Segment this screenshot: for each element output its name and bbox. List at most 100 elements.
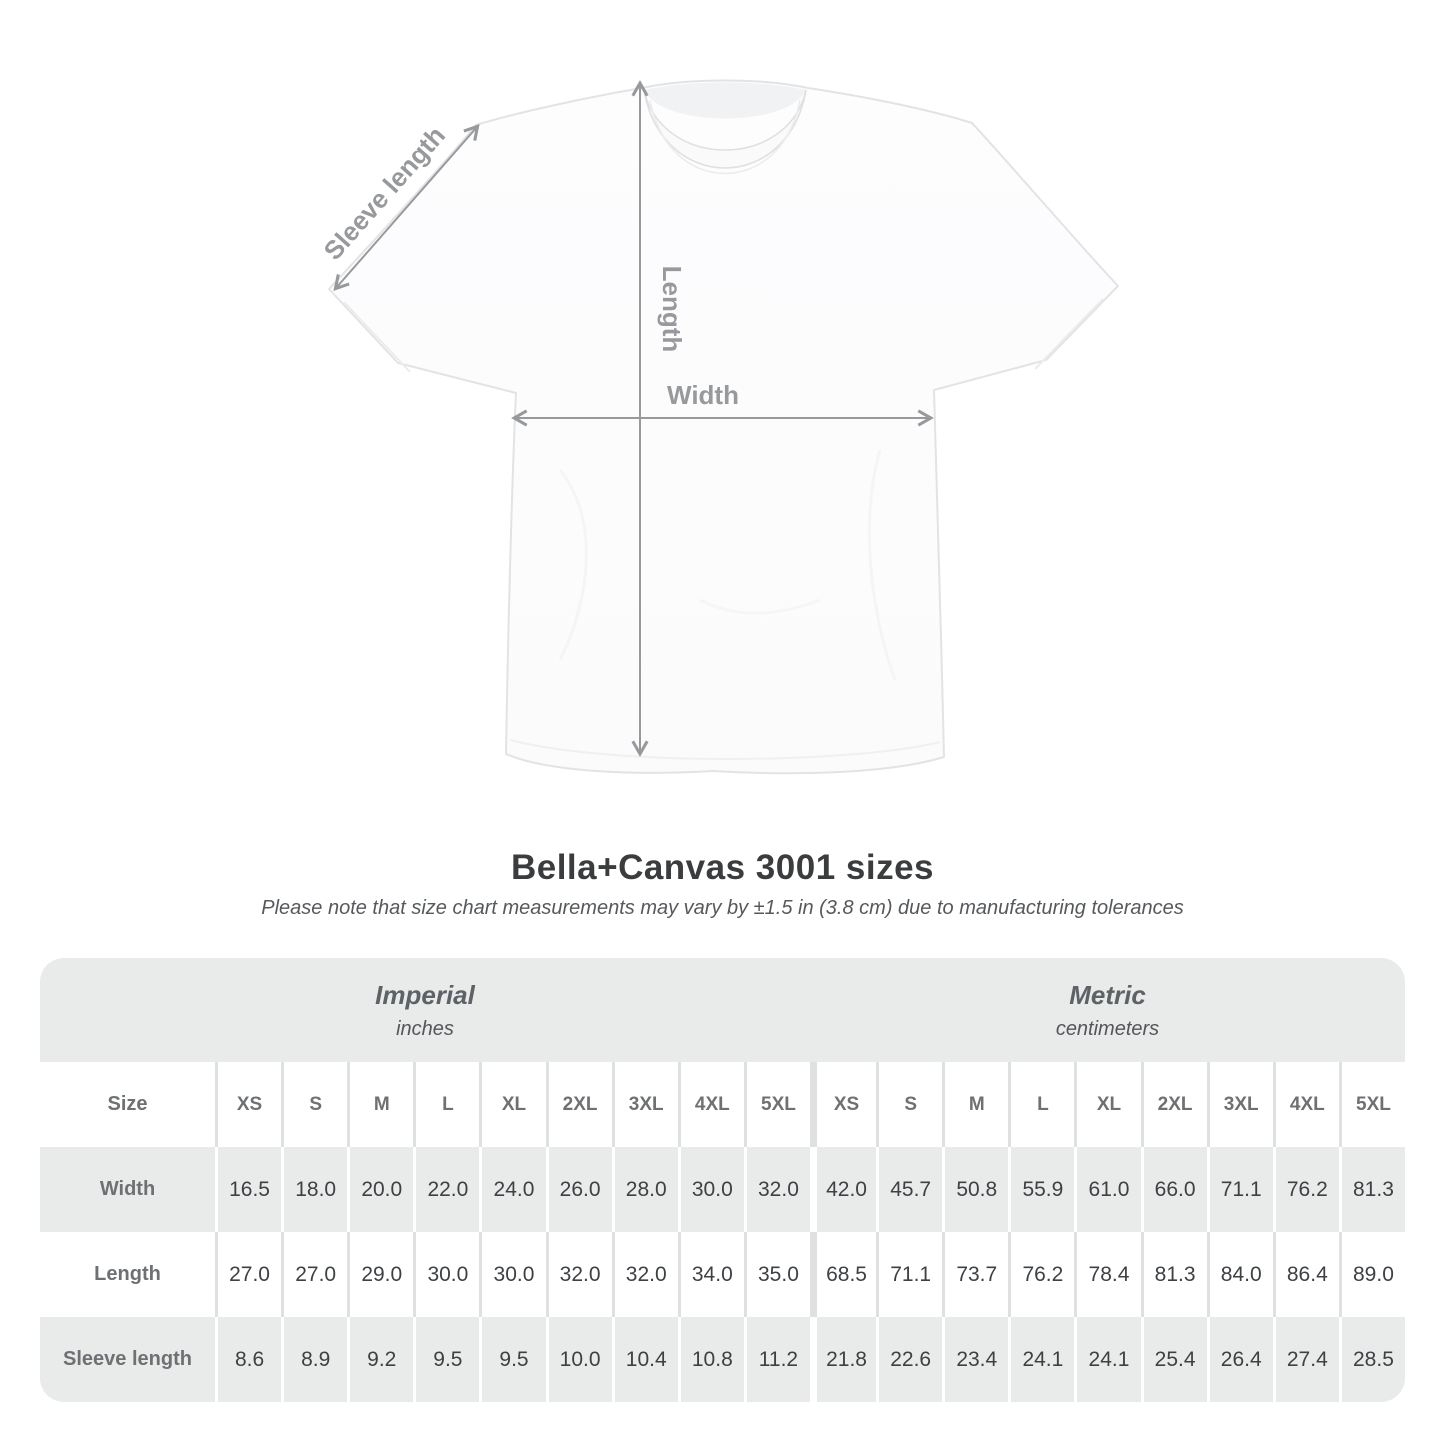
metric-sublabel: centimeters: [1055, 1017, 1160, 1040]
table-cell: 27.0: [215, 1232, 281, 1317]
table-cell: 30.0: [413, 1232, 479, 1317]
table-cell: 71.1: [876, 1232, 942, 1317]
size-header-cell: XL: [1074, 1062, 1140, 1147]
table-cell: 26.4: [1206, 1317, 1273, 1402]
table-cell: 26.0: [545, 1147, 612, 1232]
size-header-cell: 5XL: [743, 1062, 810, 1147]
collar-band: [643, 89, 807, 169]
sleeve-length-arrow: [336, 127, 477, 288]
tshirt-measurement-figure: Length Width Sleeve length: [317, 79, 1119, 775]
size-header-cell: M: [347, 1062, 413, 1147]
row-label: Sleeve length: [63, 1348, 192, 1370]
unit-header-band: Imperial inches Metric centimeters: [40, 958, 1405, 1062]
size-header-cell: XL: [479, 1062, 545, 1147]
size-header-row: Size XS S M L XL 2XL 3XL 4XL 5XL XS S M …: [40, 1062, 1405, 1147]
table-row-length: Length 27.0 27.0 29.0 30.0 30.0 32.0 32.…: [40, 1232, 1405, 1317]
size-header-cell: L: [1008, 1062, 1074, 1147]
table-cell: 30.0: [677, 1147, 744, 1232]
table-cell: 10.0: [545, 1317, 612, 1402]
measurement-arrows: [336, 84, 930, 753]
table-cell: 34.0: [677, 1232, 744, 1317]
table-cell: 9.5: [413, 1317, 479, 1402]
table-cell: 35.0: [743, 1232, 810, 1317]
table-cell: 9.2: [347, 1317, 413, 1402]
metric-label: Metric: [1069, 979, 1146, 1010]
table-cell: 20.0: [347, 1147, 413, 1232]
table-cell: 42.0: [810, 1147, 876, 1232]
size-header-cell: 5XL: [1338, 1062, 1405, 1147]
size-header-cell: 3XL: [1206, 1062, 1273, 1147]
table-cell: 21.8: [810, 1317, 876, 1402]
table-cell: 27.4: [1272, 1317, 1339, 1402]
size-header-cell: 2XL: [545, 1062, 612, 1147]
table-cell: 32.0: [743, 1147, 810, 1232]
table-cell: 11.2: [743, 1317, 810, 1402]
width-label: Width: [667, 380, 739, 410]
table-cell: 27.0: [281, 1232, 347, 1317]
table-cell: 68.5: [810, 1232, 876, 1317]
table-cell: 25.4: [1140, 1317, 1207, 1402]
length-label: Length: [657, 266, 687, 353]
table-cell: 86.4: [1272, 1232, 1339, 1317]
table-cell: 29.0: [347, 1232, 413, 1317]
row-label: Width: [99, 1178, 156, 1200]
size-header-cell: XS: [215, 1062, 281, 1147]
table-cell: 24.1: [1074, 1317, 1140, 1402]
table-cell: 30.0: [479, 1232, 545, 1317]
table-cell: 66.0: [1140, 1147, 1207, 1232]
size-header-cell: XS: [810, 1062, 876, 1147]
table-cell: 24.0: [479, 1147, 545, 1232]
imperial-header: Imperial inches: [40, 958, 810, 1062]
size-header-cell: 4XL: [677, 1062, 744, 1147]
table-cell: 22.0: [413, 1147, 479, 1232]
table-cell: 24.1: [1008, 1317, 1074, 1402]
size-header-cell: M: [942, 1062, 1008, 1147]
table-cell: 55.9: [1008, 1147, 1074, 1232]
table-cell: 23.4: [942, 1317, 1008, 1402]
table-row-sleeve-length: Sleeve length 8.6 8.9 9.2 9.5 9.5 10.0 1…: [40, 1317, 1405, 1402]
tshirt-diagram: Length Width Sleeve length: [317, 79, 1119, 775]
table-cell: 76.2: [1272, 1147, 1339, 1232]
size-column-header: Size: [107, 1093, 148, 1115]
neck-opening-shadow: [644, 82, 806, 119]
table-cell: 32.0: [545, 1232, 612, 1317]
table-cell: 32.0: [611, 1232, 678, 1317]
imperial-sublabel: inches: [396, 1017, 454, 1040]
table-cell: 89.0: [1338, 1232, 1405, 1317]
table-cell: 28.5: [1338, 1317, 1405, 1402]
table-cell: 84.0: [1206, 1232, 1273, 1317]
table-cell: 78.4: [1074, 1232, 1140, 1317]
table-cell: 28.0: [611, 1147, 678, 1232]
size-header-cell: 2XL: [1140, 1062, 1207, 1147]
size-header-cell: 4XL: [1272, 1062, 1339, 1147]
table-cell: 73.7: [942, 1232, 1008, 1317]
table-cell: 81.3: [1140, 1232, 1207, 1317]
size-table: Imperial inches Metric centimeters Size …: [40, 958, 1405, 1402]
table-cell: 50.8: [942, 1147, 1008, 1232]
table-cell: 10.4: [611, 1317, 678, 1402]
table-cell: 71.1: [1206, 1147, 1273, 1232]
size-header-cell: S: [281, 1062, 347, 1147]
table-row-width: Width 16.5 18.0 20.0 22.0 24.0 26.0 28.0…: [40, 1147, 1405, 1232]
table-cell: 61.0: [1074, 1147, 1140, 1232]
metric-header: Metric centimeters: [810, 958, 1405, 1062]
table-cell: 76.2: [1008, 1232, 1074, 1317]
table-cell: 22.6: [876, 1317, 942, 1402]
table-cell: 18.0: [281, 1147, 347, 1232]
tshirt-illustration: [328, 79, 1119, 775]
imperial-label: Imperial: [375, 979, 475, 1010]
table-cell: 9.5: [479, 1317, 545, 1402]
table-cell: 16.5: [215, 1147, 281, 1232]
table-cell: 8.9: [281, 1317, 347, 1402]
row-label: Length: [94, 1263, 161, 1285]
table-cell: 81.3: [1338, 1147, 1405, 1232]
tolerance-note: Please note that size chart measurements…: [261, 897, 1184, 919]
table-cell: 8.6: [215, 1317, 281, 1402]
table-cell: 45.7: [876, 1147, 942, 1232]
size-header-cell: S: [876, 1062, 942, 1147]
table-cell: 10.8: [677, 1317, 744, 1402]
size-header-cell: L: [413, 1062, 479, 1147]
page-title: Bella+Canvas 3001 sizes: [510, 848, 935, 887]
size-header-cell: 3XL: [611, 1062, 678, 1147]
